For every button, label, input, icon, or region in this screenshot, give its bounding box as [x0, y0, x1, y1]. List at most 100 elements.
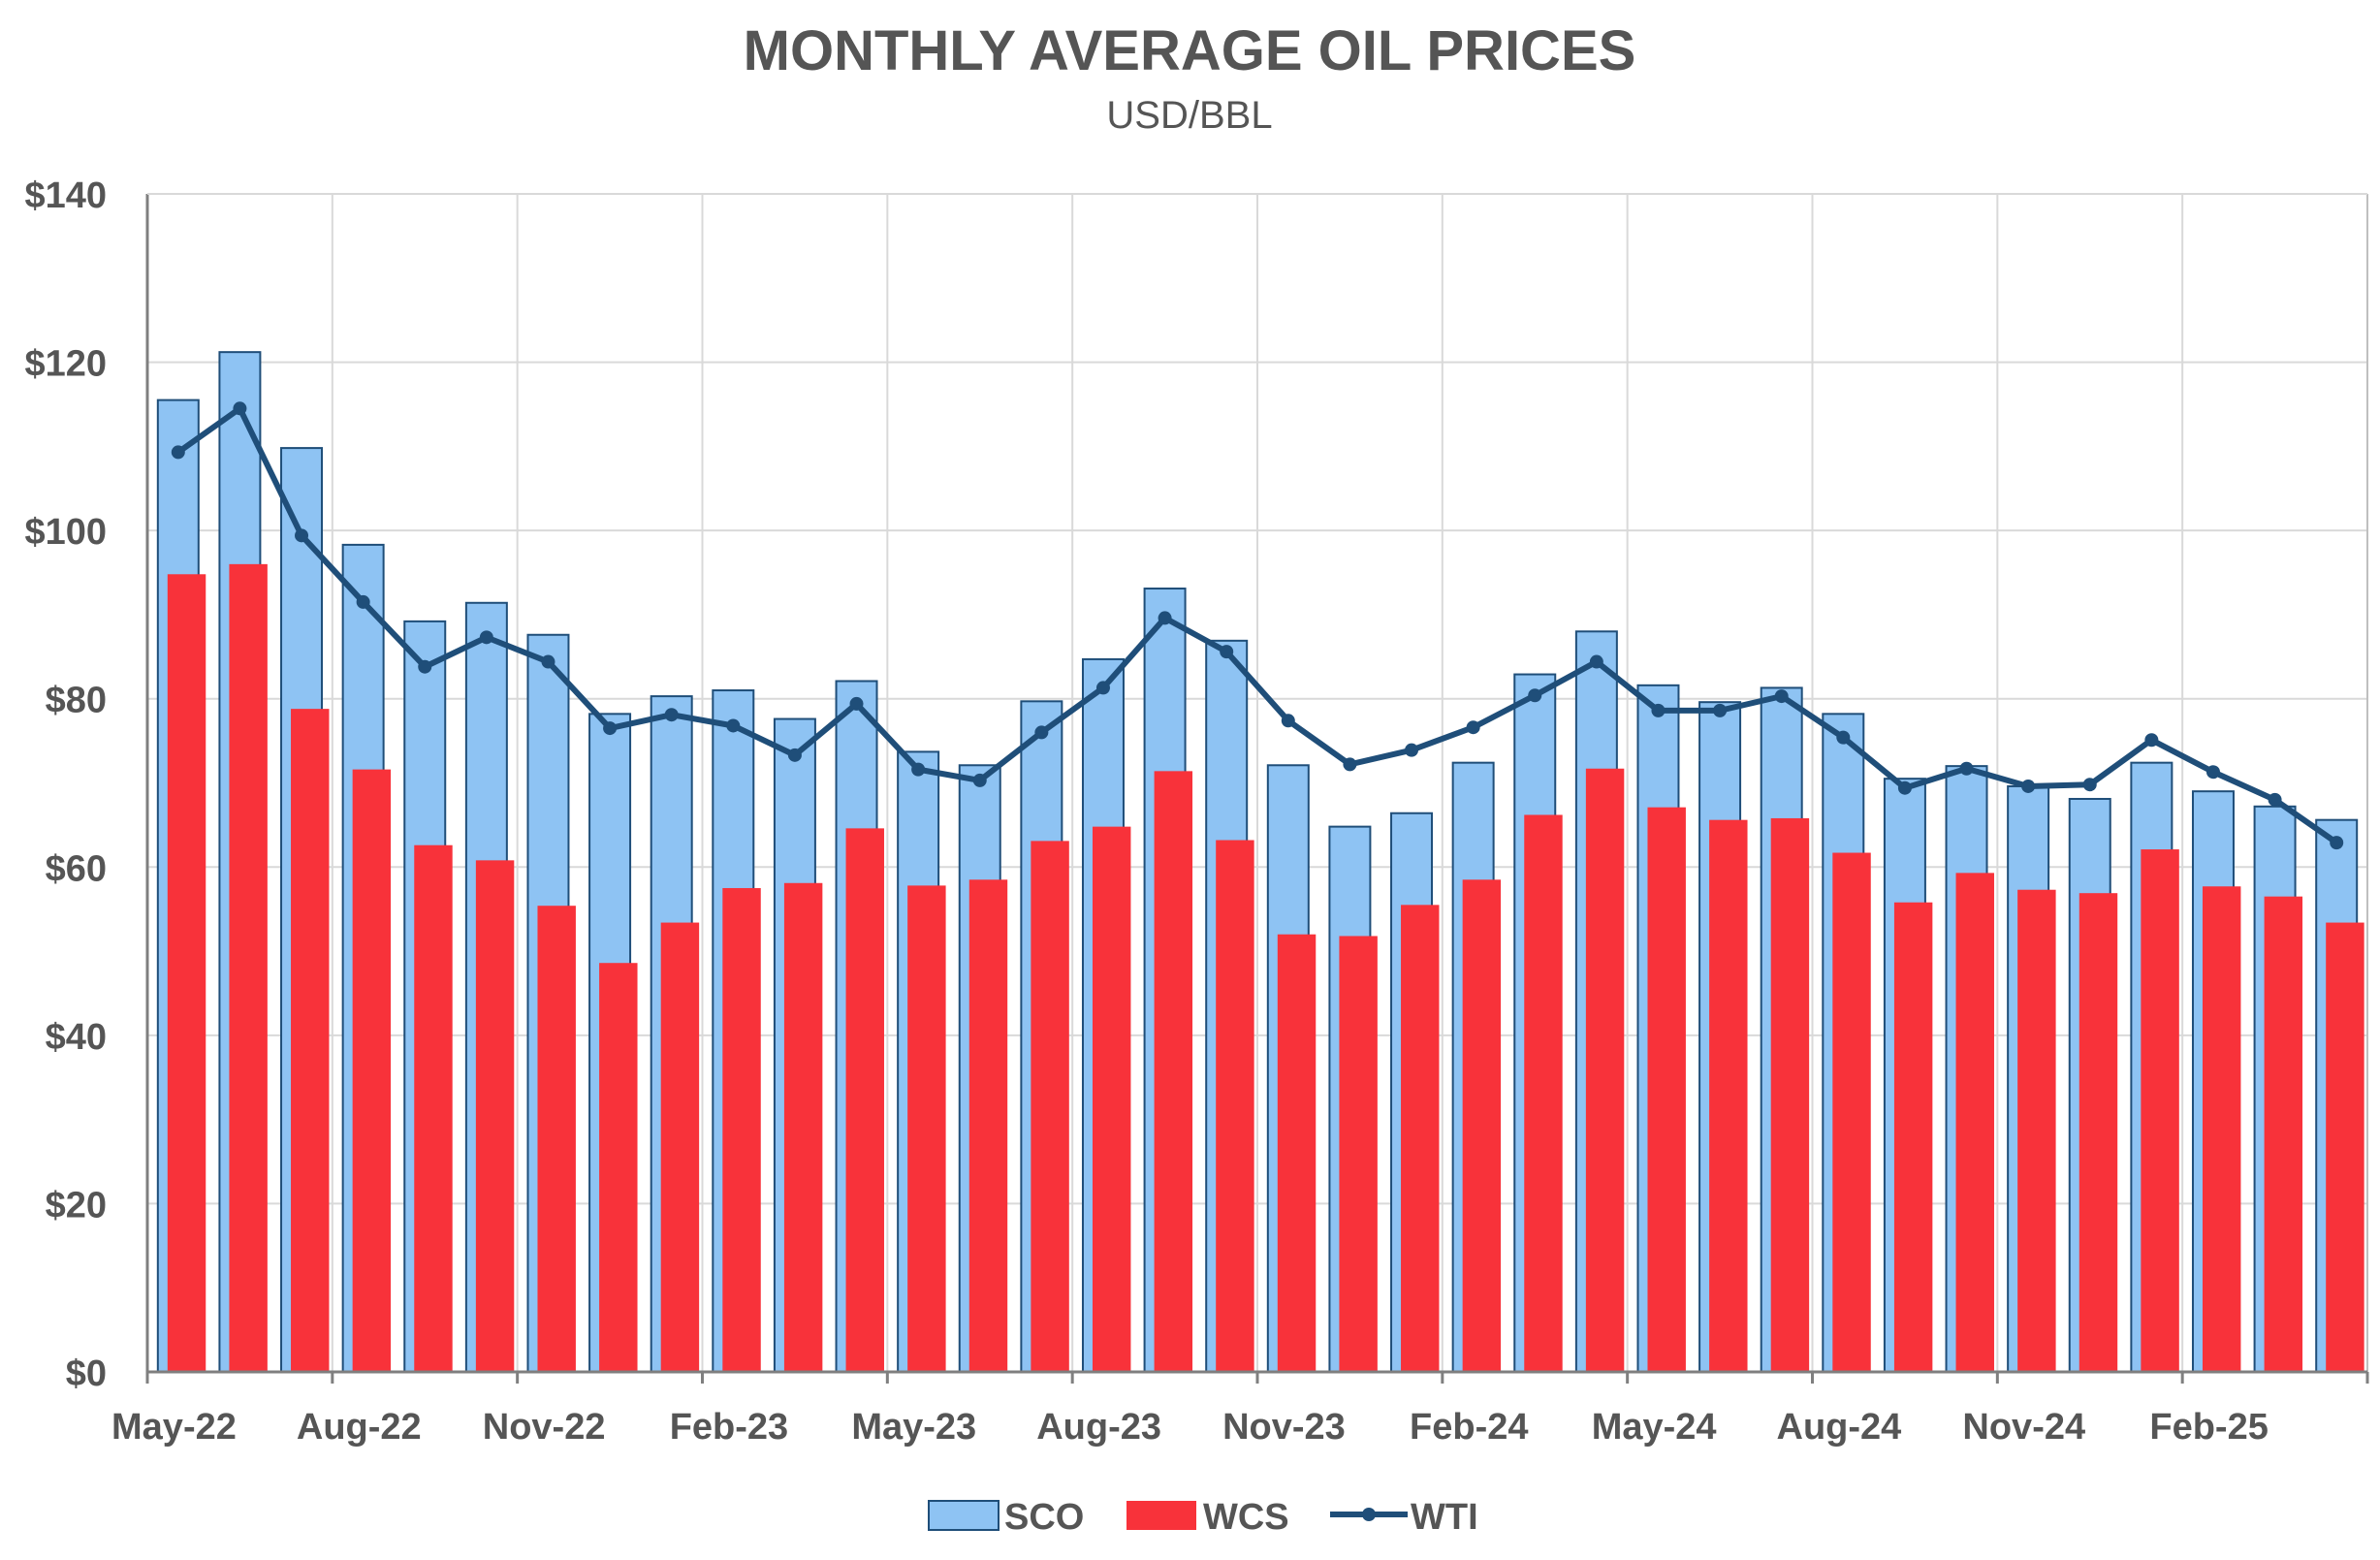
x-tick-label: Nov-22: [483, 1407, 606, 1448]
wti-point: [1095, 681, 1110, 695]
wti-point: [1528, 688, 1542, 703]
wti-point: [479, 630, 493, 645]
wcs-bar: [1154, 771, 1193, 1372]
wcs-bar: [291, 709, 330, 1372]
wcs-bar: [1585, 768, 1625, 1372]
wcs-bar: [1216, 840, 1254, 1372]
wcs-bar: [1955, 873, 1994, 1372]
x-axis-ticks: May-22 Aug-22 Nov-22 Feb-23 May-23 Aug-23 Nov-…: [111, 1407, 2269, 1448]
wti-point: [1897, 780, 1912, 795]
legend-wcs-swatch: [1127, 1501, 1196, 1530]
x-tick-label: May-22: [111, 1407, 237, 1448]
wti-point: [1466, 720, 1480, 735]
y-tick-label: $40: [46, 1017, 107, 1058]
legend: SCO WCS WTI: [928, 1497, 1478, 1538]
wti-point: [2021, 779, 2036, 793]
wcs-bar: [1277, 934, 1317, 1372]
legend-wcs-label: WCS: [1203, 1497, 1289, 1538]
x-tick-label: Nov-24: [1962, 1407, 2085, 1448]
wcs-bar: [1401, 905, 1440, 1372]
wti-point: [787, 748, 802, 762]
wcs-bar: [845, 828, 884, 1372]
wcs-bar: [2326, 922, 2364, 1372]
y-tick-label: $140: [24, 175, 107, 216]
y-tick-label: $20: [46, 1185, 107, 1226]
wcs-bar: [2264, 896, 2303, 1372]
wti-point: [603, 721, 618, 736]
wti-point: [1281, 714, 1295, 728]
chart-subtitle: USD/BBL: [1106, 94, 1272, 137]
x-tick-label: Feb-24: [1410, 1407, 1528, 1448]
wcs-series: [167, 563, 2364, 1372]
wti-point: [849, 696, 864, 711]
legend-wti-label: WTI: [1411, 1497, 1478, 1538]
wti-point: [1343, 757, 1357, 772]
wcs-bar: [1832, 852, 1871, 1372]
wti-point: [2268, 792, 2282, 807]
wti-point: [2205, 765, 2220, 780]
wti-point: [1959, 761, 1974, 776]
wcs-bar: [1339, 936, 1378, 1372]
wti-point: [1713, 703, 1728, 717]
x-tick-label: Nov-23: [1222, 1407, 1346, 1448]
wcs-bar: [1770, 817, 1810, 1372]
x-tick-label: May-24: [1592, 1407, 1717, 1448]
wcs-bar: [1092, 826, 1131, 1372]
x-tick-label: Aug-23: [1036, 1407, 1161, 1448]
wti-point: [726, 718, 741, 733]
wti-point: [664, 708, 679, 722]
wti-point: [2330, 836, 2344, 850]
y-tick-label: $120: [24, 344, 107, 385]
wti-point: [1158, 611, 1172, 625]
wcs-bar: [968, 879, 1008, 1372]
wcs-bar: [722, 887, 761, 1372]
wti-point: [171, 445, 185, 460]
wti-line-path: [176, 405, 2338, 845]
wti-point: [911, 762, 926, 777]
wcs-bar: [660, 922, 700, 1372]
wti-point: [1836, 730, 1851, 745]
wti-point: [2082, 778, 2097, 792]
wcs-bar: [1893, 902, 1933, 1372]
wti-point: [1405, 743, 1419, 757]
wti-point: [1589, 654, 1603, 669]
x-tick-label: Feb-25: [2149, 1407, 2268, 1448]
y-tick-label: $100: [24, 512, 107, 553]
wcs-bar: [1524, 814, 1563, 1372]
wcs-bar: [1462, 879, 1502, 1372]
wti-point: [972, 773, 987, 787]
wti-point: [418, 659, 432, 674]
wcs-bar: [2202, 886, 2241, 1372]
x-tick-label: Aug-22: [297, 1407, 422, 1448]
y-tick-label: $80: [46, 681, 107, 721]
wti-point: [1220, 645, 1234, 659]
wti-point: [1651, 703, 1666, 717]
wti-point: [233, 401, 247, 416]
x-tick-label: Feb-23: [670, 1407, 788, 1448]
x-tick-label: Aug-24: [1777, 1407, 1902, 1448]
chart-title: MONTHLY AVERAGE OIL PRICES: [744, 19, 1636, 82]
wcs-bar: [2017, 889, 2056, 1372]
grid-lines: [146, 193, 2368, 1372]
wti-point: [295, 528, 309, 543]
wcs-bar: [1031, 841, 1069, 1372]
wcs-bar: [1709, 819, 1748, 1372]
wcs-bar: [1647, 807, 1686, 1372]
wcs-bar: [475, 860, 515, 1372]
axes: [145, 193, 2369, 1384]
wcs-bar: [2141, 849, 2179, 1372]
wti-point: [1034, 725, 1049, 740]
wcs-bar: [783, 882, 823, 1372]
legend-wti-marker: [1362, 1508, 1376, 1521]
wti-point: [356, 594, 370, 609]
wcs-bar: [414, 844, 453, 1372]
x-tick-label: May-23: [851, 1407, 976, 1448]
wcs-bar: [352, 769, 392, 1372]
wcs-bar: [167, 574, 206, 1372]
legend-sco-swatch: [928, 1500, 1000, 1531]
wcs-bar: [2079, 893, 2118, 1372]
y-tick-label: $0: [66, 1353, 107, 1394]
wti-point: [541, 654, 555, 669]
wti-series: [171, 401, 2344, 850]
y-tick-label: $60: [46, 848, 107, 889]
